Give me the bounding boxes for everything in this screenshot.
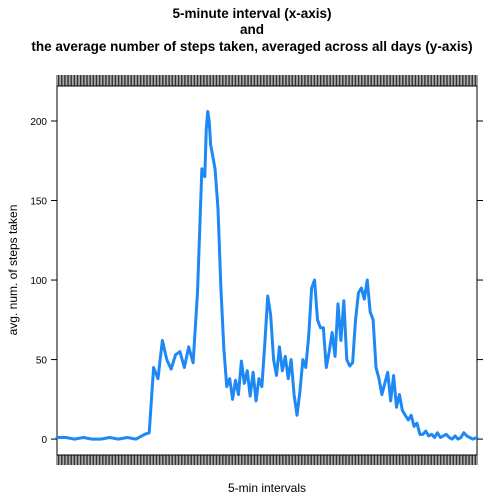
y-tick-label: 150 (30, 197, 47, 208)
plot-area-frame (56, 85, 478, 456)
chart-title-line-3: the average number of steps taken, avera… (31, 39, 472, 54)
y-tick-label: 50 (36, 356, 48, 367)
x-axis-label: 5-min intervals (228, 481, 306, 495)
series-line (55, 109, 479, 441)
y-tick-label: 200 (30, 117, 47, 128)
y-tick-label: 0 (41, 435, 47, 446)
bottom-axis-ticks (56, 455, 478, 465)
chart-title-line-2: and (240, 22, 264, 37)
y-axis-label: avg. num. of steps taken (6, 205, 20, 336)
y-axis-ticks: 0 50 100 150 200 (30, 117, 483, 446)
y-tick-label: 100 (30, 276, 47, 287)
top-axis-ticks (56, 75, 478, 86)
chart-title-line-1: 5-minute interval (x-axis) (172, 6, 331, 21)
